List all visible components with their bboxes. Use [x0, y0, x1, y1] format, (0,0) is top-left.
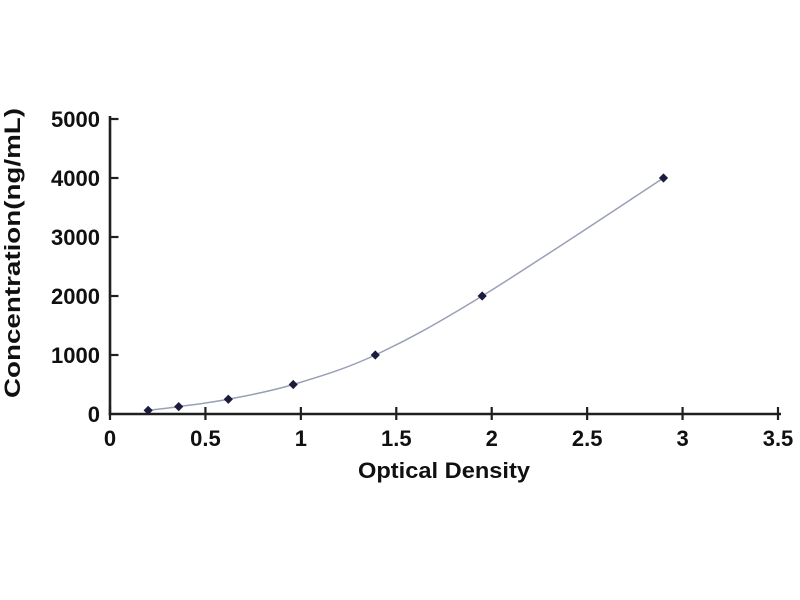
x-tick-label: 3 [676, 426, 688, 451]
data-point-marker [288, 379, 298, 390]
y-axis-title: Concentration(ng/mL) [0, 108, 25, 398]
data-point-marker [223, 394, 233, 404]
y-tick-label: 5000 [51, 107, 100, 132]
x-tick-label: 0.5 [190, 426, 221, 451]
x-tick-label: 3.5 [763, 426, 794, 451]
x-axis-title: Optical Density [358, 458, 531, 483]
data-point-marker [370, 350, 380, 360]
x-tick-label: 1.5 [381, 426, 412, 451]
y-tick-label: 3000 [51, 225, 100, 250]
y-tick-label: 2000 [51, 284, 100, 309]
x-tick-label: 2 [486, 426, 498, 451]
data-point-marker [143, 405, 153, 415]
data-point-marker [477, 291, 487, 301]
x-tick-label: 1 [295, 426, 307, 451]
curve-line [148, 177, 664, 412]
data-point-marker [658, 173, 669, 183]
axes-layer: 0 0.5 1 1.5 2 2.5 3 3.5 0 1000 2000 3000 4000 5000 [51, 107, 793, 451]
y-tick-label: 4000 [51, 166, 100, 191]
x-tick-label: 0 [104, 426, 116, 451]
data-series-layer [143, 173, 669, 415]
y-tick-label: 1000 [51, 343, 100, 368]
data-point-marker [174, 402, 184, 412]
x-tick-label: 2.5 [572, 426, 603, 451]
y-tick-label: 0 [88, 402, 100, 427]
